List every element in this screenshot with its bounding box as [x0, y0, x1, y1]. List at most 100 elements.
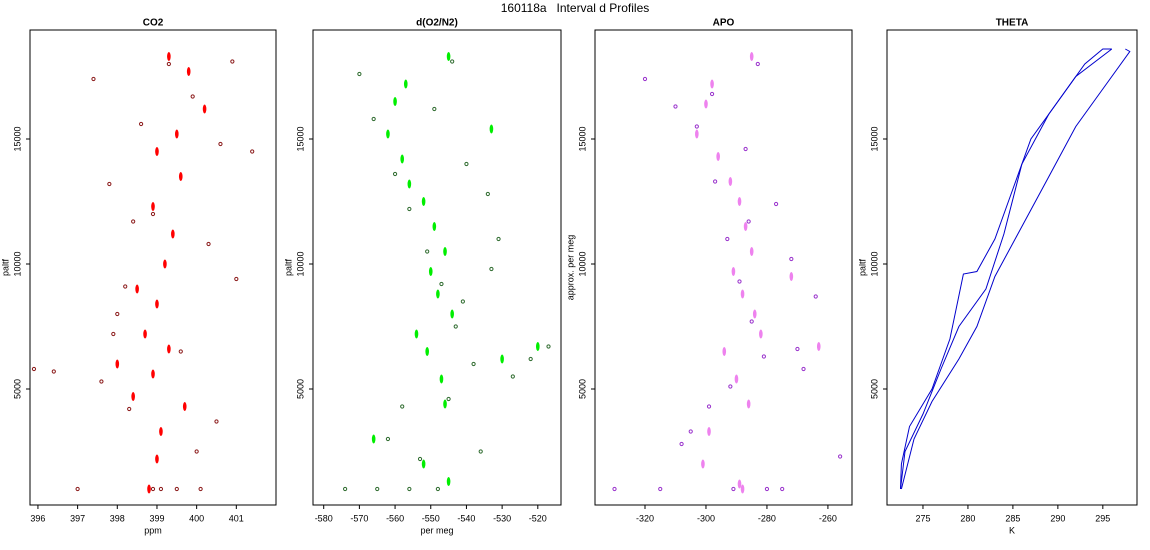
y-tick-label: 5000	[869, 379, 879, 399]
data-point	[746, 399, 751, 409]
data-point	[731, 267, 736, 276]
data-point	[749, 247, 754, 256]
data-point	[773, 201, 779, 207]
data-point	[436, 289, 440, 299]
data-point	[135, 284, 139, 294]
data-point	[658, 486, 663, 492]
data-point	[167, 52, 171, 61]
data-point	[202, 104, 207, 114]
data-point	[743, 222, 748, 231]
data-point	[450, 309, 454, 319]
panel-title: d(O2/N2)	[416, 18, 458, 29]
data-point	[425, 249, 430, 254]
data-point	[471, 361, 476, 367]
x-tick-label: -260	[819, 513, 837, 523]
plot-frame	[886, 29, 1138, 506]
data-point	[138, 121, 144, 127]
x-tick-label: -550	[422, 513, 440, 523]
data-point	[439, 374, 444, 384]
data-point	[385, 436, 391, 442]
data-point	[713, 179, 718, 184]
panel-title: APO	[713, 18, 735, 29]
y-axis-label: paltf	[283, 258, 293, 276]
x-tick-label: 275	[915, 513, 930, 523]
data-point	[759, 329, 763, 339]
data-point	[734, 374, 739, 384]
data-point	[115, 359, 120, 369]
data-point	[230, 59, 235, 64]
data-point	[131, 392, 135, 401]
y-tick-label: 5000	[12, 379, 22, 399]
data-point	[446, 477, 451, 486]
data-point	[789, 272, 794, 281]
x-tick-label: 401	[229, 513, 244, 523]
profile-line	[900, 48, 1113, 490]
data-point	[417, 456, 423, 462]
plot-frame	[312, 29, 562, 506]
data-point	[371, 434, 376, 444]
y-tick-label: 15000	[577, 126, 587, 151]
data-point	[460, 299, 465, 304]
data-point	[707, 427, 711, 436]
data-point	[421, 459, 426, 469]
y-tick-label: 15000	[295, 126, 305, 151]
data-point	[218, 141, 223, 147]
data-point	[428, 267, 433, 276]
data-point	[816, 342, 821, 351]
data-point	[780, 486, 785, 492]
data-point	[679, 441, 684, 447]
data-point	[731, 486, 736, 492]
data-point	[489, 266, 494, 272]
data-point	[155, 299, 159, 309]
data-point	[174, 486, 179, 492]
x-tick-label: 398	[110, 513, 125, 523]
data-point	[743, 146, 748, 152]
y-tick-label: 10000	[295, 251, 305, 276]
data-point	[746, 219, 751, 224]
data-point	[446, 396, 451, 402]
data-point	[150, 486, 156, 492]
data-point	[478, 449, 483, 454]
data-point	[450, 59, 455, 64]
data-point	[673, 104, 678, 109]
data-point	[107, 181, 112, 187]
data-point	[51, 369, 56, 374]
data-point	[546, 344, 551, 349]
x-tick-label: 285	[1005, 513, 1020, 523]
page-title: 160118a Interval d Profiles	[501, 1, 650, 15]
x-tick-label: -300	[697, 513, 715, 523]
data-point	[178, 172, 183, 181]
data-point	[393, 97, 397, 106]
data-point	[151, 202, 155, 211]
data-point	[414, 329, 419, 339]
data-point	[740, 484, 745, 494]
panel-title: THETA	[996, 18, 1029, 29]
data-point	[722, 347, 727, 356]
data-point	[425, 347, 429, 356]
data-point	[375, 486, 380, 492]
x-axis-label: ppm	[144, 525, 162, 535]
data-point	[407, 206, 412, 212]
y-axis-label: paltf	[857, 258, 867, 276]
data-point	[761, 354, 766, 359]
data-point	[343, 486, 348, 492]
x-tick-label: 397	[70, 513, 85, 523]
data-point	[716, 152, 720, 161]
y-tick-label: 15000	[869, 126, 879, 151]
data-point	[838, 454, 843, 459]
data-point	[421, 197, 426, 206]
y-tick-label: 5000	[295, 379, 305, 399]
x-tick-label: 290	[1050, 513, 1065, 523]
data-point	[147, 484, 151, 494]
x-axis-label: per meg	[420, 525, 453, 535]
data-point	[485, 191, 490, 197]
data-point	[728, 384, 733, 389]
data-point	[357, 71, 362, 77]
data-point	[178, 349, 183, 354]
data-point	[392, 171, 398, 177]
data-point	[737, 279, 742, 284]
plot-frame	[594, 29, 853, 506]
data-point	[371, 116, 376, 122]
